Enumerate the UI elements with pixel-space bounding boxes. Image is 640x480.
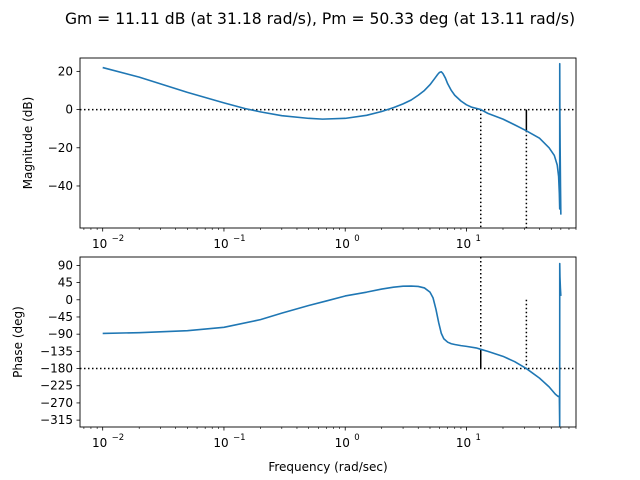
phase-x-axis-label: Frequency (rad/sec) <box>268 460 387 474</box>
phase-x-tick-label: 10 <box>335 436 350 450</box>
phase-x-tick-exponent: 0 <box>354 433 359 443</box>
magnitude-axes-frame <box>79 57 577 229</box>
magnitude-x-tick-exponent: 1 <box>475 234 480 244</box>
phase-y-tick-label: −135 <box>40 344 73 358</box>
figure-title: Gm = 11.11 dB (at 31.18 rad/s), Pm = 50.… <box>65 10 575 28</box>
phase-panel: 10 −2 10 −1 10 0 10 1 90 45 0 −45 −90 −135 −180 −225 −27… <box>11 256 577 474</box>
magnitude-y-tick-label: 0 <box>65 103 73 117</box>
phase-y-tick-label: −180 <box>40 362 73 376</box>
magnitude-x-tick-label: 10 <box>335 237 350 251</box>
phase-x-tick-label: 10 <box>213 436 228 450</box>
phase-x-tick-label: 10 <box>92 436 107 450</box>
magnitude-y-tick-label: −20 <box>48 141 73 155</box>
phase-x-tick-exponent: −2 <box>112 433 125 443</box>
phase-axes-frame <box>79 256 577 428</box>
magnitude-x-tick-label: 10 <box>92 237 107 251</box>
phase-y-tick-label: −225 <box>40 379 73 393</box>
magnitude-y-axis-label: Magnitude (dB) <box>21 97 35 190</box>
phase-y-tick-label: 45 <box>58 276 73 290</box>
magnitude-x-tick-exponent: −1 <box>233 234 246 244</box>
magnitude-x-tick-exponent: −2 <box>112 234 125 244</box>
phase-x-tick-exponent: 1 <box>475 433 480 443</box>
phase-y-tick-label: −90 <box>48 327 73 341</box>
phase-y-tick-label: 0 <box>65 293 73 307</box>
magnitude-x-tick-label: 10 <box>456 237 471 251</box>
phase-y-axis-label: Phase (deg) <box>11 306 25 378</box>
magnitude-x-tick-exponent: 0 <box>354 234 359 244</box>
magnitude-y-tick-label: −40 <box>48 179 73 193</box>
magnitude-panel: 10 −2 10 −1 10 0 10 1 20 0 −20 −40 Magnitude (dB) <box>21 57 577 251</box>
phase-y-tick-label: −315 <box>40 413 73 427</box>
phase-y-tick-label: −270 <box>40 396 73 410</box>
magnitude-x-tick-label: 10 <box>213 237 228 251</box>
phase-y-tick-label: −45 <box>48 310 73 324</box>
phase-x-tick-label: 10 <box>456 436 471 450</box>
phase-x-tick-exponent: −1 <box>233 433 246 443</box>
magnitude-y-tick-label: 20 <box>58 64 73 78</box>
phase-y-tick-label: 90 <box>58 258 73 272</box>
magnitude-series-line-0 <box>102 62 562 215</box>
phase-series-line-0 <box>102 262 562 427</box>
